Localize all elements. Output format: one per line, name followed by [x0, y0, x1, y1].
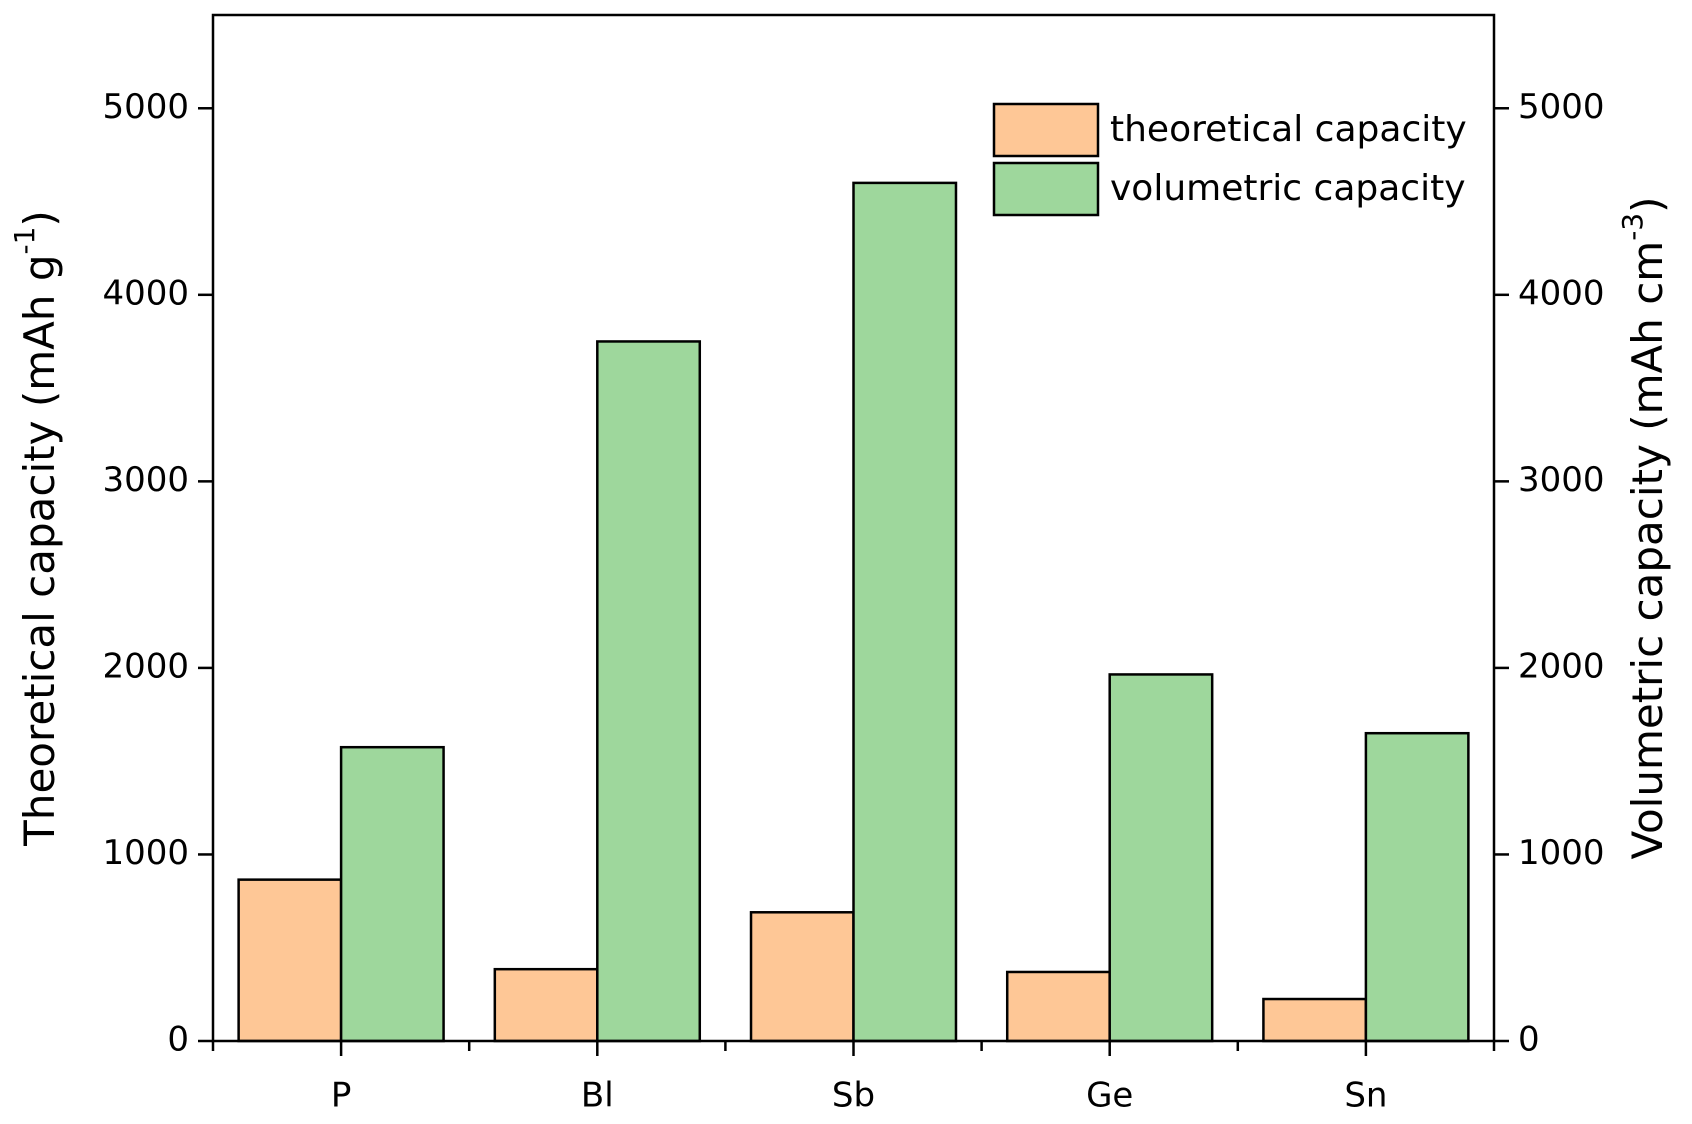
y-tick-label: 4000	[102, 273, 189, 313]
y2-tick-label: 5000	[1518, 87, 1605, 127]
y-axis-label-part: Theoretical capacity (mAh g	[15, 255, 64, 847]
bar	[852, 181, 958, 1043]
y-tick-label: 1000	[102, 833, 189, 873]
bar	[1108, 673, 1214, 1043]
legend-label: theoretical capacity	[1110, 109, 1467, 150]
y2-tick-label: 1000	[1518, 833, 1605, 873]
bar	[1262, 997, 1368, 1043]
legend-swatch	[992, 161, 1100, 217]
y2-axis-label: Volumetric capacity (mAh cm-3)	[1616, 196, 1672, 859]
y2-tick-label: 2000	[1518, 646, 1605, 686]
x-tick-label: Sb	[832, 1076, 875, 1116]
x-tick-label: P	[331, 1076, 352, 1116]
y-tick-label: 5000	[102, 87, 189, 127]
y-tick-label: 2000	[102, 646, 189, 686]
x-tick-label: Sn	[1344, 1076, 1387, 1116]
y-axis-label-part: -1	[8, 227, 41, 255]
bar	[596, 340, 702, 1043]
bar	[1364, 731, 1470, 1043]
y2-axis-label-part: Volumetric capacity (mAh cm	[1623, 241, 1672, 860]
legend-swatch	[992, 102, 1100, 158]
y2-axis-label-part: )	[1623, 196, 1672, 212]
bar	[1005, 970, 1111, 1043]
y-axis-label: Theoretical capacity (mAh g-1)	[8, 210, 64, 847]
y-axis-label-part: )	[15, 210, 64, 226]
bar	[749, 911, 855, 1043]
y-tick-label: 0	[167, 1020, 189, 1060]
bar	[493, 967, 599, 1043]
y-tick-label: 3000	[102, 460, 189, 500]
y2-tick-label: 3000	[1518, 460, 1605, 500]
y2-axis-label-part: -3	[1616, 213, 1649, 241]
bar	[237, 878, 343, 1043]
y2-tick-label: 0	[1518, 1020, 1540, 1060]
y2-tick-label: 4000	[1518, 273, 1605, 313]
x-tick-label: Bl	[581, 1076, 614, 1116]
bar	[339, 745, 445, 1043]
legend-label: volumetric capacity	[1110, 168, 1466, 209]
x-tick-label: Ge	[1086, 1076, 1133, 1116]
